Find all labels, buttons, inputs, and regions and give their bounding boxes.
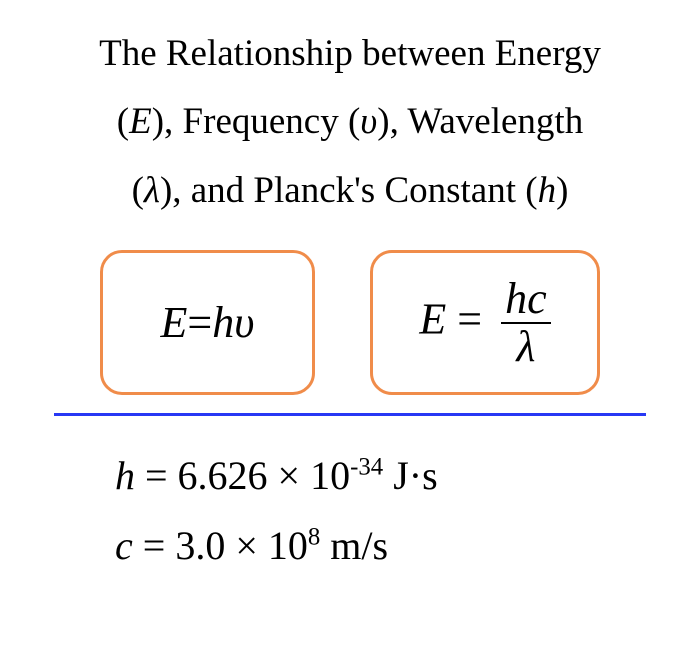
c-value: = 3.0 × 10 xyxy=(133,523,308,568)
c-exponent: 8 xyxy=(308,524,320,551)
symbol-E: E xyxy=(129,101,152,142)
eq2-num-h: h xyxy=(505,274,527,323)
title: The Relationship between Energy (E), Fre… xyxy=(40,20,660,225)
c-unit: m/s xyxy=(320,523,388,568)
title-line2-pre: ( xyxy=(117,101,129,142)
divider-line xyxy=(54,413,646,416)
constant-h: h = 6.626 × 10-34 J·s xyxy=(115,441,660,511)
symbol-h: h xyxy=(538,170,557,211)
title-line1: The Relationship between Energy xyxy=(99,33,601,74)
h-var: h xyxy=(115,453,135,498)
symbol-nu: υ xyxy=(360,101,377,142)
constants: h = 6.626 × 10-34 J·s c = 3.0 × 108 m/s xyxy=(40,441,660,581)
eq1-E: E xyxy=(161,298,188,347)
h-value: = 6.626 × 10 xyxy=(135,453,350,498)
eq1-h: h xyxy=(212,298,234,347)
title-line3-pre: ( xyxy=(132,170,144,211)
title-line3-post: ) xyxy=(556,170,568,211)
constant-c: c = 3.0 × 108 m/s xyxy=(115,511,660,581)
c-var: c xyxy=(115,523,133,568)
equations-row: E=hυ E = hc λ xyxy=(40,250,660,395)
title-line3-mid: ), and Planck's Constant ( xyxy=(160,170,538,211)
eq2-E: E xyxy=(419,294,446,343)
eq1-equals: = xyxy=(187,298,212,347)
eq2-fraction: hc λ xyxy=(501,276,551,370)
title-line2-post: ), Wavelength xyxy=(377,101,583,142)
equation-box-1: E=hυ xyxy=(100,250,315,395)
eq2-den: λ xyxy=(512,324,539,370)
equation-box-2: E = hc λ xyxy=(370,250,600,395)
eq1-nu: υ xyxy=(234,298,254,347)
h-unit: J·s xyxy=(383,453,437,498)
eq2-num-c: c xyxy=(527,274,547,323)
eq2-equals: = xyxy=(446,294,493,343)
symbol-lambda: λ xyxy=(144,170,160,211)
h-exponent: -34 xyxy=(350,454,383,481)
title-line2-mid: ), Frequency ( xyxy=(152,101,361,142)
